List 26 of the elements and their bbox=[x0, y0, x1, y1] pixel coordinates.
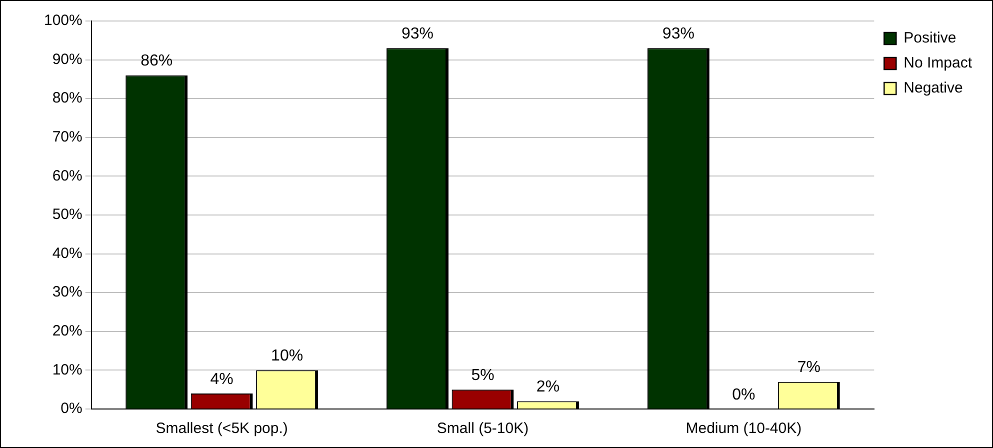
data-label: 5% bbox=[471, 367, 494, 384]
x-tick-label: Small (5-10K) bbox=[436, 420, 529, 438]
data-label: 0% bbox=[732, 386, 756, 404]
y-tick-label: 80% bbox=[52, 90, 82, 107]
x-tick-label: Smallest (<5K pop.) bbox=[156, 420, 288, 438]
y-tick-label: 60% bbox=[52, 167, 82, 184]
x-tick-label: Medium (10-40K) bbox=[686, 420, 802, 438]
legend-label: Negative bbox=[904, 80, 963, 97]
data-label: 86% bbox=[140, 52, 173, 70]
y-tick-label: 100% bbox=[44, 12, 82, 30]
data-label: 93% bbox=[662, 26, 694, 43]
y-tick-label: 20% bbox=[52, 322, 82, 340]
y-tick-label: 90% bbox=[52, 50, 82, 68]
y-tick-label: 10% bbox=[52, 361, 82, 378]
legend-label: No Impact bbox=[904, 54, 973, 72]
y-tick-label: 70% bbox=[52, 128, 82, 146]
data-label: 2% bbox=[536, 378, 560, 396]
y-tick-label: 50% bbox=[52, 206, 82, 224]
data-label: 10% bbox=[271, 348, 304, 365]
legend-label: Positive bbox=[904, 30, 956, 47]
y-tick-label: 40% bbox=[52, 244, 82, 262]
data-label: 93% bbox=[402, 26, 434, 43]
y-tick-label: 0% bbox=[60, 400, 82, 418]
data-label: 7% bbox=[797, 359, 820, 376]
data-label: 4% bbox=[210, 370, 234, 388]
y-tick-label: 30% bbox=[52, 284, 82, 301]
